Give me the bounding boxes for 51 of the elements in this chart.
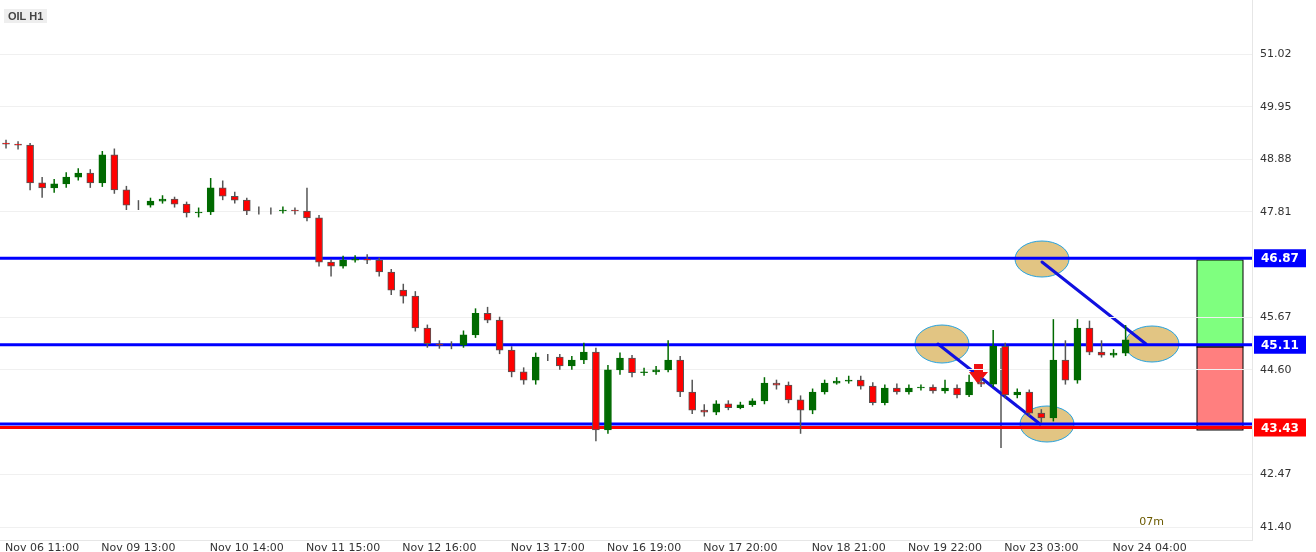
x-tick-label: Nov 17 20:00 xyxy=(703,541,778,552)
candlestick xyxy=(652,365,660,376)
y-tick-label: 48.88 xyxy=(1260,152,1292,166)
candlestick xyxy=(363,253,371,265)
candlestick xyxy=(628,354,636,378)
y-tick-label: 44.60 xyxy=(1260,362,1292,376)
candlestick xyxy=(375,256,384,278)
y-tick-label: 45.67 xyxy=(1260,310,1292,324)
annotation: 07m xyxy=(1139,515,1164,529)
x-tick-label: Nov 09 13:00 xyxy=(101,541,176,552)
x-tick-label: Nov 23 03:00 xyxy=(1004,541,1079,552)
candlestick xyxy=(616,351,624,376)
y-tick-label: 51.02 xyxy=(1260,46,1292,60)
candlestick xyxy=(387,268,396,296)
candlestick xyxy=(86,168,95,189)
x-tick-label: Nov 16 19:00 xyxy=(606,541,682,552)
ref-line-label: 45.11 xyxy=(1261,337,1299,352)
candlestick xyxy=(531,351,540,386)
y-tick-label: 47.81 xyxy=(1260,204,1292,218)
candlestick xyxy=(868,381,877,406)
candlestick xyxy=(688,378,697,415)
candlestick xyxy=(965,374,973,398)
candlestick xyxy=(664,339,672,374)
x-tick-label: Nov 06 11:00 xyxy=(5,541,80,552)
text: OIL H1 xyxy=(4,9,48,23)
candlestick xyxy=(399,283,408,305)
y-tick-label: 49.95 xyxy=(1260,99,1292,113)
x-tick-label: Nov 11 15:00 xyxy=(306,541,381,552)
candlestick xyxy=(279,205,287,215)
x-tick-label: Nov 18 21:00 xyxy=(811,541,886,552)
candlestick xyxy=(218,179,227,201)
candlestick xyxy=(303,187,311,223)
y-tick-label: 41.40 xyxy=(1260,520,1292,534)
x-tick-label: Nov 19 22:00 xyxy=(907,541,983,552)
candlestick xyxy=(2,138,10,150)
candlestick xyxy=(881,383,889,406)
x-tick-label: Nov 10 14:00 xyxy=(209,541,284,552)
ref-line-label: 46.87 xyxy=(1261,251,1299,266)
x-tick-label: Nov 12 16:00 xyxy=(402,541,477,552)
candlestick xyxy=(1025,388,1034,417)
candlestick xyxy=(14,140,22,151)
candlestick xyxy=(206,177,215,216)
y-tick-label: 42.47 xyxy=(1260,467,1292,481)
candlestick xyxy=(291,206,299,216)
candlestick xyxy=(38,176,46,199)
x-tick-label: Nov 24 04:00 xyxy=(1112,541,1187,552)
candlestick xyxy=(351,254,359,264)
x-tick-label: Nov 13 17:00 xyxy=(510,541,585,552)
candlestick xyxy=(640,367,648,377)
candlestick xyxy=(580,342,588,365)
ref-line-label: 43.43 xyxy=(1261,420,1299,435)
